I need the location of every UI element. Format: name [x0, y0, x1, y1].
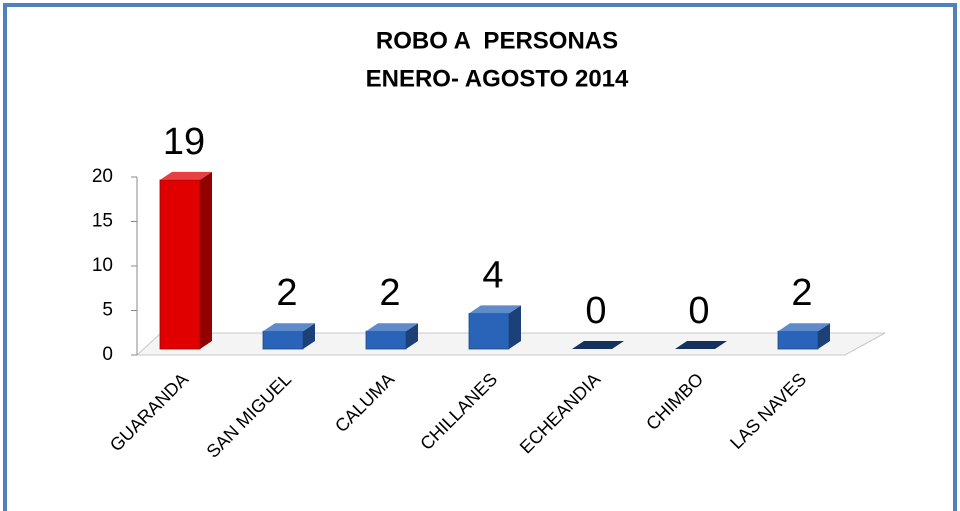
y-tick-label: 10 [92, 255, 113, 276]
value-label: 2 [791, 272, 812, 314]
bar [675, 341, 727, 349]
value-label: 4 [482, 254, 503, 296]
bar [159, 171, 212, 350]
chart-title: ROBO A PERSONAS [376, 27, 618, 54]
value-label: 19 [163, 121, 205, 163]
bar-top [160, 171, 212, 180]
bar [365, 323, 418, 350]
y-tick-label: 0 [102, 344, 113, 365]
bar [572, 341, 624, 349]
bar-front [159, 179, 201, 350]
value-label: 2 [379, 272, 400, 314]
value-label: 2 [276, 272, 297, 314]
bar-front [468, 312, 510, 350]
bar-side [509, 305, 521, 349]
bar-side [406, 323, 418, 349]
bar-top [263, 323, 315, 332]
bar-top [469, 305, 521, 314]
chart-subtitle: ENERO- AGOSTO 2014 [366, 65, 629, 92]
bar [777, 323, 830, 350]
bar-side [200, 171, 212, 349]
y-tick-label: 15 [92, 211, 113, 232]
bar-side [818, 323, 830, 349]
y-tick-label: 5 [102, 300, 113, 321]
bar-side [303, 323, 315, 349]
value-label: 0 [688, 290, 709, 332]
y-tick-label: 20 [92, 166, 113, 187]
bar-top [778, 323, 830, 332]
bar-front [262, 330, 304, 350]
bar-top [675, 341, 727, 349]
bar-top [572, 341, 624, 349]
value-label: 0 [585, 290, 606, 332]
bar-top [366, 323, 418, 332]
bar-front [777, 330, 819, 350]
bar-front [365, 330, 407, 350]
bar [262, 323, 315, 350]
bar [468, 305, 521, 350]
